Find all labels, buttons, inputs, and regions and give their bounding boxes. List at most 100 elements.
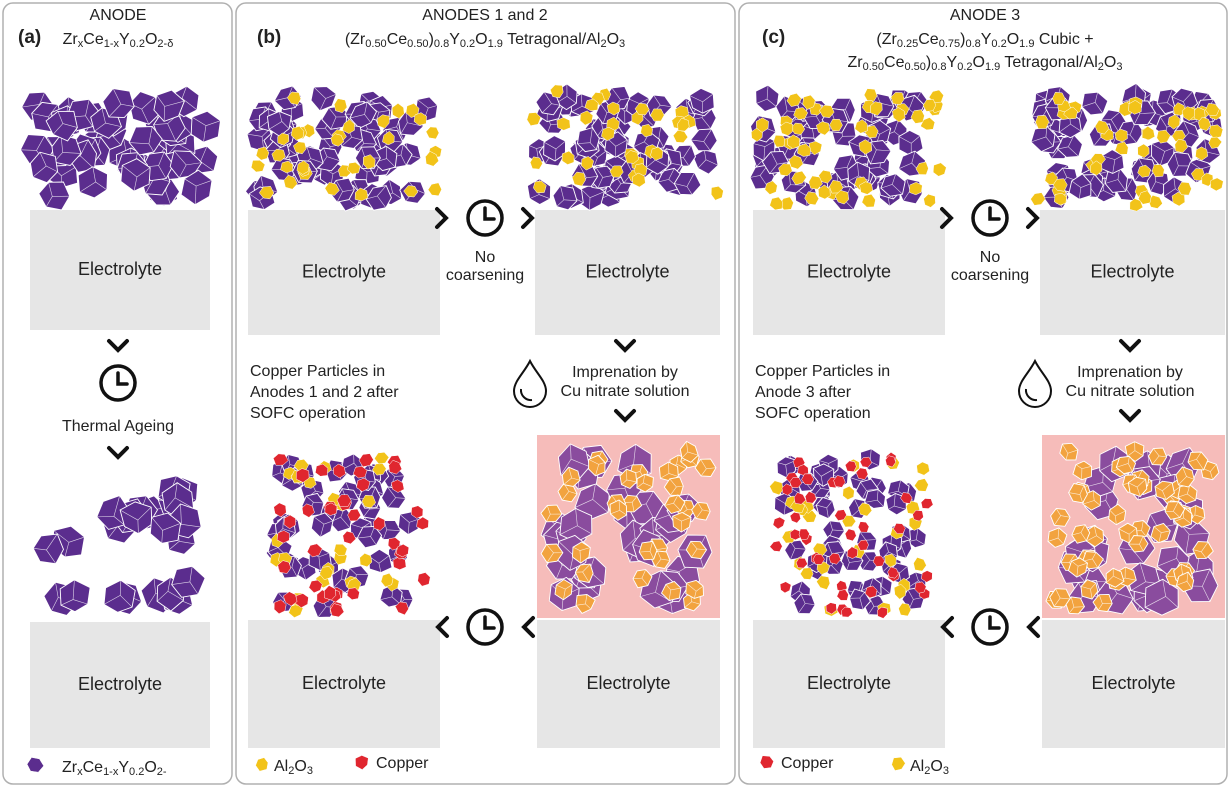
particle	[355, 755, 368, 769]
subscript: 0.2	[130, 38, 145, 50]
subscript: 1-x	[103, 766, 119, 778]
particle	[557, 118, 570, 131]
particle	[800, 568, 813, 580]
particle	[924, 194, 936, 207]
formula: (Zr0.50Ce0.50)0.8Y0.2O1.9 Tetragonal/Al2…	[345, 31, 625, 50]
particle	[374, 452, 389, 464]
chevron	[1028, 209, 1037, 227]
subscript: 0.50	[863, 61, 884, 73]
particle	[27, 757, 44, 772]
legend-label: Copper	[376, 755, 429, 772]
formula-part: O	[475, 31, 487, 48]
formula-part: Zr	[848, 54, 864, 71]
note: No	[980, 249, 1001, 266]
particle	[917, 462, 930, 475]
result-label: SOFC operation	[250, 405, 366, 422]
chevron	[523, 209, 532, 227]
particle	[780, 582, 791, 593]
formula-part: O	[1007, 31, 1019, 48]
particle	[760, 756, 774, 769]
particle	[711, 186, 723, 200]
formula: Al2O3	[274, 758, 313, 777]
subscript: 0.2	[129, 766, 144, 778]
particle	[933, 163, 946, 177]
subscript: 0.2	[991, 38, 1006, 50]
formula-part: O	[145, 31, 157, 48]
particle	[799, 529, 810, 540]
electrolyte-label: Electrolyte	[585, 261, 669, 281]
formula: ZrxCe1-xY0.2O2-	[62, 759, 167, 778]
formula-part: Y	[118, 759, 129, 776]
electrolyte-label: Electrolyte	[807, 261, 891, 281]
formula-part: Tetragonal/Al	[503, 31, 601, 48]
chevron	[524, 618, 533, 636]
formula-part: Ce	[83, 759, 104, 776]
formula-part: Y	[947, 54, 958, 71]
particle	[381, 573, 393, 587]
electrolyte-label: Electrolyte	[807, 673, 891, 693]
note: coarsening	[951, 267, 1029, 284]
electrolyte-label: Electrolyte	[78, 674, 162, 694]
electrolyte-label: Electrolyte	[302, 673, 386, 693]
formula: ZrxCe1-xY0.2O2-δ	[63, 31, 174, 50]
subscript: 0.50	[365, 38, 386, 50]
formula-part: (Zr	[876, 31, 897, 48]
formula-part: Tetragonal/Al	[1000, 54, 1098, 71]
formula-part: Al	[274, 758, 288, 775]
subscript: 0.50	[904, 61, 925, 73]
particle	[770, 197, 783, 210]
subscript: 0.8	[434, 38, 449, 50]
title: ANODES 1 and 2	[422, 7, 548, 24]
subscript: 3	[307, 765, 313, 777]
subscript: 1.9	[985, 61, 1000, 73]
chevron	[109, 341, 127, 350]
formula-part: Cubic +	[1034, 31, 1093, 48]
formula: (Zr0.25Ce0.75)0.8Y0.2O1.9 Cubic +	[876, 31, 1093, 50]
legend-label: Copper	[781, 755, 834, 772]
particle	[103, 89, 134, 118]
particle	[858, 522, 869, 533]
particle	[843, 486, 855, 500]
particle	[673, 130, 688, 142]
particle	[1209, 137, 1222, 149]
formula-part: O	[144, 759, 156, 776]
chevron	[1029, 618, 1038, 636]
chevron	[109, 448, 127, 457]
figure: (a)ANODEZrxCe1-xY0.2O2-δElectrolyteTherm…	[0, 0, 1230, 787]
formula-part: Ce	[83, 31, 104, 48]
formula-part: (Zr	[345, 31, 366, 48]
result-label: Anode 3 after	[755, 384, 852, 401]
subscript: 0.2	[460, 38, 475, 50]
particle	[796, 558, 807, 568]
title: ANODE 3	[950, 7, 1020, 24]
particle	[251, 160, 265, 172]
particle	[773, 517, 785, 529]
electrolyte-label: Electrolyte	[78, 259, 162, 279]
formula-part: O	[607, 31, 619, 48]
subscript: 3	[943, 765, 949, 777]
step-label: Cu nitrate solution	[1066, 383, 1195, 400]
particle	[790, 512, 801, 523]
subscript: 2-	[157, 766, 167, 778]
particle	[693, 150, 718, 174]
formula-part: O	[973, 54, 985, 71]
particle	[256, 758, 268, 772]
particle	[639, 541, 657, 559]
electrolyte-label: Electrolyte	[1090, 261, 1174, 281]
particle	[770, 541, 783, 552]
note: No	[475, 249, 496, 266]
particle	[1210, 178, 1223, 191]
formula-part: Zr	[62, 759, 78, 776]
step-label: Cu nitrate solution	[561, 383, 690, 400]
result-label: Copper Particles in	[250, 363, 385, 380]
electrolyte-label: Electrolyte	[586, 673, 670, 693]
panel-label: (c)	[762, 27, 785, 48]
subscript: 0.50	[407, 38, 428, 50]
formula-part: O	[930, 758, 942, 775]
formula-part: Ce	[918, 31, 939, 48]
particle	[190, 111, 220, 142]
particle	[418, 573, 431, 587]
particle	[862, 194, 876, 207]
particle	[899, 603, 911, 616]
title: ANODE	[90, 7, 147, 24]
